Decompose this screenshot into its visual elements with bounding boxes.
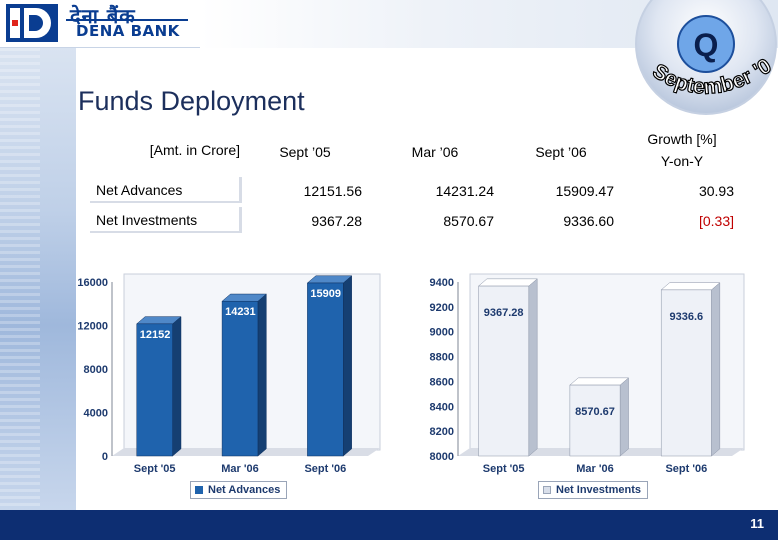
legend-swatch — [543, 486, 551, 495]
dena-bank-logo-icon — [6, 4, 58, 42]
x-tick-label: Sept '06 — [665, 463, 707, 475]
data-label: 8570.67 — [575, 406, 615, 418]
bar-side — [619, 377, 629, 457]
growth-column-header: Growth [%] Y-on-Y — [620, 128, 744, 172]
net-advances-chart: 0 4000 8000 12000 16000 12152 Sept '05 14231 Mar… — [77, 273, 381, 475]
bar — [136, 323, 173, 457]
row-label-net-advances: Net Advances — [90, 177, 242, 203]
table-cell: 15909.47 — [555, 183, 614, 199]
bar-top — [660, 282, 721, 291]
quarter-badge: Q September '06 — [634, 0, 777, 115]
bar-top — [477, 278, 538, 287]
data-label: 15909 — [310, 288, 341, 300]
bar-side — [257, 293, 267, 457]
table-cell: 8570.67 — [443, 213, 494, 229]
bank-name-hindi: देना बैंक — [70, 4, 136, 28]
bar-side — [343, 275, 352, 457]
data-label: 9367.28 — [484, 307, 524, 319]
growth-cell: [0.33] — [698, 213, 734, 229]
y-tick-label: 9200 — [430, 302, 454, 314]
logo-underline — [66, 19, 188, 21]
page-title: Funds Deployment — [78, 86, 305, 116]
bar-side — [711, 282, 721, 457]
legend-swatch — [195, 486, 203, 495]
x-tick-label: Mar '06 — [576, 463, 613, 475]
bank-name: DENA BANK — [76, 22, 180, 40]
column-header-sept-05: Sept ’05 — [279, 144, 331, 160]
left-decorative-band — [0, 48, 76, 510]
growth-label: Growth [%] — [647, 131, 717, 147]
bar — [221, 300, 259, 457]
y-tick-label: 16000 — [77, 277, 108, 289]
table-cell: 12151.56 — [303, 183, 362, 199]
y-tick-label: 8000 — [84, 364, 108, 376]
x-tick-label: Sept '06 — [304, 463, 346, 475]
y-tick-label: 8400 — [430, 401, 454, 413]
y-tick-label: 0 — [102, 451, 108, 463]
growth-cell: 30.93 — [698, 183, 734, 199]
page-number: 11 — [750, 516, 764, 531]
y-tick-label: 4000 — [84, 408, 108, 420]
table-cell: 9336.60 — [563, 213, 614, 229]
data-label: 9336.6 — [670, 311, 704, 323]
data-label: 12152 — [140, 329, 171, 341]
y-tick-label: 9000 — [430, 327, 454, 339]
bar — [307, 282, 344, 457]
legend-label: Net Advances — [208, 484, 281, 496]
y-tick-label: 8600 — [430, 376, 454, 388]
legend-net-investments: Net Investments — [538, 481, 648, 499]
row-label-net-investments: Net Investments — [90, 207, 242, 233]
amount-unit-label: [Amt. in Crore] — [149, 142, 240, 158]
bar-side — [528, 278, 538, 457]
column-header-mar-06: Mar ’06 — [411, 144, 459, 160]
net-investments-chart: 8000 8200 8400 8600 8800 9000 9200 9400 9367.28 S… — [430, 273, 745, 475]
table-cell: 14231.24 — [435, 183, 494, 199]
y-tick-label: 8000 — [430, 451, 454, 463]
legend-net-advances: Net Advances — [190, 481, 288, 499]
data-label: 14231 — [225, 306, 256, 318]
footer-bar: 11 — [0, 510, 778, 540]
legend-label: Net Investments — [556, 484, 641, 496]
x-tick-label: Sept '05 — [134, 463, 176, 475]
table-cell: 9367.28 — [311, 213, 362, 229]
bar — [478, 285, 530, 457]
bar — [660, 289, 712, 457]
growth-sublabel: Y-on-Y — [660, 153, 704, 169]
quarter-letter: Q — [694, 27, 719, 63]
y-tick-label: 9400 — [430, 277, 454, 289]
y-tick-label: 8200 — [430, 426, 454, 438]
x-tick-label: Sept '05 — [483, 463, 525, 475]
bar-top — [569, 377, 630, 386]
column-header-sept-06: Sept ’06 — [535, 144, 587, 160]
bar — [569, 384, 621, 457]
x-tick-label: Mar '06 — [221, 463, 258, 475]
bar-side — [172, 316, 182, 457]
y-tick-label: 8800 — [430, 352, 454, 364]
y-tick-label: 12000 — [77, 321, 108, 333]
